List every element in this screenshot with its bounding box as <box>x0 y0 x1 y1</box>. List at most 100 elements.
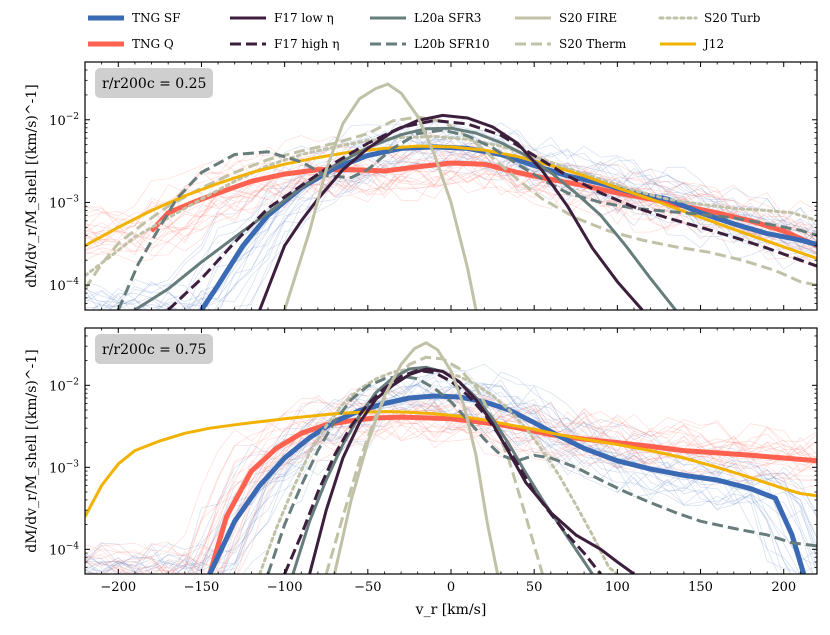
top-annotation-box <box>95 68 213 98</box>
panel-bottom: −200 −150 −100 −50 0 50 100 150 20010−410−310−2 … <box>49 327 818 595</box>
x-tick-label: −50 <box>354 580 381 595</box>
x-tick-label: −100 <box>267 580 303 595</box>
legend: TNG SF TNG Q F17 low η F17 high η L20a SFR3 L… <box>88 11 761 51</box>
bottom-sample-line <box>85 380 817 574</box>
bottom-series-l20b <box>266 374 817 574</box>
x-tick-label: −150 <box>184 580 220 595</box>
top-series-lines <box>85 82 817 310</box>
bottom-sample-line <box>85 383 817 574</box>
top-sample-line <box>85 163 817 255</box>
legend-label-l20a: L20a SFR3 <box>414 11 481 25</box>
bottom-series-tng-sf <box>207 393 807 574</box>
top-axes: 10−4 10−3 10−2 <box>49 61 818 311</box>
bottom-sample-line <box>191 417 817 574</box>
bottom-sample-line <box>85 380 817 574</box>
top-series-l20a <box>134 126 677 310</box>
legend-label-s20-therm: S20 Therm <box>559 37 627 51</box>
bottom-sample-line <box>228 402 814 574</box>
bottom-y-tick-label: 10−4 <box>49 541 79 558</box>
legend-label-j12: J12 <box>702 37 724 51</box>
top-sample-line <box>85 145 817 234</box>
bottom-sample-line <box>85 376 817 574</box>
bottom-sample-line <box>85 368 817 572</box>
bottom-y-tick-label: 10−3 <box>49 459 79 476</box>
bottom-series-f17-low <box>308 367 635 574</box>
top-series-tng-q <box>149 160 817 248</box>
bottom-y-tick-label: 10−2 <box>49 377 79 394</box>
bottom-background-samples <box>85 363 817 574</box>
top-y-tick-label: 10−3 <box>49 194 79 211</box>
x-tick-label: 0 <box>447 580 455 595</box>
legend-label-tng-sf: TNG SF <box>132 11 180 25</box>
top-sample-line <box>85 135 817 310</box>
top-series-f17-low <box>258 113 644 310</box>
top-annotation: r/r200c = 0.25 <box>95 68 213 98</box>
x-tick-label: 100 <box>605 580 630 595</box>
top-sample-line <box>85 146 817 243</box>
bottom-sample-line <box>85 387 817 565</box>
top-sample-line <box>85 164 817 272</box>
legend-entry-l20a: L20a SFR3 <box>370 11 481 25</box>
legend-label-l20b: L20b SFR10 <box>414 37 490 51</box>
bottom-annotation: r/r200c = 0.75 <box>95 334 213 364</box>
bottom-sample-line <box>115 412 817 574</box>
x-tick-label: 50 <box>526 580 543 595</box>
top-sample-line <box>213 147 817 310</box>
panel-top: 10−4 10−3 10−2 r/r200c = 0.25 <box>49 61 818 311</box>
legend-entry-s20-therm: S20 Therm <box>515 37 627 51</box>
bottom-sample-line <box>222 422 817 574</box>
x-tick-label: −200 <box>100 580 136 595</box>
x-tick-label: 200 <box>771 580 796 595</box>
legend-entry-j12: J12 <box>660 37 724 51</box>
top-series-f17-high <box>167 119 817 310</box>
legend-label-tng-q: TNG Q <box>132 37 174 51</box>
x-axis-title: v_r [km/s] <box>415 602 487 618</box>
top-sample-line <box>232 151 817 310</box>
bottom-sample-line <box>213 424 817 574</box>
bottom-series-j12 <box>85 410 817 518</box>
legend-entry-s20-turb: S20 Turb <box>658 11 761 25</box>
bottom-axes: −200 −150 −100 −50 0 50 100 150 200 10−4 10−3 10−2 <box>49 327 818 595</box>
legend-entry-f17-high: F17 high η <box>230 37 339 51</box>
legend-label-f17-low: F17 low η <box>274 11 334 25</box>
x-tick-label: 150 <box>688 580 713 595</box>
bottom-sample-line <box>85 397 817 574</box>
bottom-sample-line <box>134 413 817 574</box>
top-sample-line <box>196 160 817 310</box>
top-sample-line <box>85 139 817 310</box>
bottom-y-axis-title: dM/dv_r/M_shell [(km/s)^-1] <box>24 349 40 552</box>
top-sample-line <box>180 146 817 310</box>
bottom-series-s20-fire <box>333 341 500 574</box>
bottom-sample-line <box>85 388 817 572</box>
bottom-sample-line <box>85 384 783 574</box>
top-sample-line <box>130 149 817 310</box>
bottom-annotation-text: r/r200c = 0.75 <box>102 342 206 358</box>
bottom-series-tng-q <box>207 414 817 574</box>
bottom-series-lines <box>85 341 817 574</box>
bottom-sample-line <box>85 391 817 559</box>
bottom-sample-line <box>147 405 817 574</box>
bottom-sample-line <box>85 396 817 573</box>
top-series-l20b <box>116 128 817 310</box>
bottom-sample-line <box>86 386 817 574</box>
legend-entry-tng-q: TNG Q <box>88 37 174 51</box>
top-series-j12 <box>85 144 817 260</box>
legend-entry-f17-low: F17 low η <box>230 11 334 25</box>
bottom-annotation-box <box>95 334 213 364</box>
legend-label-s20-fire: S20 FIRE <box>559 11 617 25</box>
legend-entry-tng-sf: TNG SF <box>88 11 180 25</box>
top-annotation-text: r/r200c = 0.25 <box>102 76 206 92</box>
bottom-sample-line <box>85 366 817 571</box>
bottom-sample-line <box>188 418 817 574</box>
top-sample-line <box>85 130 817 230</box>
top-series-s20-turb <box>85 134 817 278</box>
legend-entry-l20b: L20b SFR10 <box>370 37 490 51</box>
bottom-sample-line <box>85 380 817 574</box>
top-sample-line <box>85 133 817 310</box>
top-y-tick-label: 10−4 <box>49 277 79 294</box>
legend-label-s20-turb: S20 Turb <box>704 11 761 25</box>
top-y-tick-label: 10−2 <box>49 112 79 129</box>
legend-label-f17-high: F17 high η <box>274 37 339 51</box>
top-y-axis-title: dM/dv_r/M_shell [(km/s)^-1] <box>24 84 40 287</box>
